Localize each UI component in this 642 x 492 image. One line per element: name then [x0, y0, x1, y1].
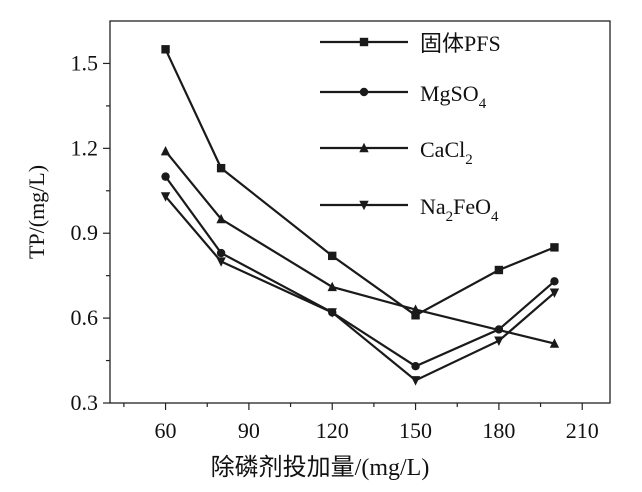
- data-point-marker: [494, 265, 504, 275]
- x-tick-label: 150: [399, 418, 432, 443]
- series-line: [164, 195, 556, 382]
- x-tick-label: 210: [566, 418, 599, 443]
- legend-label-part: MgSO: [420, 81, 479, 106]
- x-tick-label: 180: [482, 418, 515, 443]
- legend-label-part: CaCl: [420, 137, 465, 162]
- data-point-marker: [411, 311, 420, 320]
- legend-marker: [359, 142, 369, 153]
- legend-label-part: FeO: [453, 194, 491, 219]
- x-axis-label: 除磷剂投加量/(mg/L): [211, 454, 430, 481]
- series-line: [164, 175, 556, 368]
- data-point-marker: [328, 251, 337, 261]
- series-line: [164, 48, 555, 317]
- legend-label: 固体PFS: [420, 31, 501, 56]
- legend-label-part: 固体PFS: [420, 31, 501, 56]
- data-point-marker: [410, 304, 421, 314]
- legend-label-part: 2: [446, 209, 454, 225]
- plot-frame: [109, 20, 611, 404]
- legend-label-part: Na: [420, 194, 446, 219]
- legend-label: MgSO4: [420, 81, 487, 112]
- legend-label: Na2FeO4: [420, 194, 499, 225]
- series-2: [160, 145, 560, 348]
- data-point-marker: [410, 376, 421, 386]
- y-axis-label: TP/(mg/L): [24, 165, 49, 259]
- legend-entry: 固体PFS: [320, 31, 501, 56]
- data-point-marker: [550, 277, 559, 286]
- legend-marker: [359, 200, 369, 211]
- legend-marker: [359, 37, 369, 47]
- y-tick-label: 1.2: [71, 135, 99, 160]
- legend-label: CaCl2: [420, 137, 473, 168]
- series-3: [160, 192, 560, 386]
- y-tick-label: 0.3: [71, 390, 99, 415]
- data-point-marker: [549, 338, 560, 348]
- legend-marker: [359, 87, 369, 97]
- data-point-marker: [327, 281, 337, 292]
- data-point-marker: [549, 288, 560, 298]
- legend-label-part: 2: [465, 152, 473, 168]
- legend-label-part: 4: [491, 209, 499, 225]
- legend-label-part: 4: [479, 96, 487, 112]
- y-tick-label: 1.5: [71, 50, 99, 75]
- data-point-marker: [216, 213, 226, 224]
- legend-entry: CaCl2: [320, 137, 473, 168]
- legend-entry: Na2FeO4: [320, 194, 499, 225]
- x-tick-label: 60: [155, 418, 177, 443]
- data-point-marker: [216, 257, 226, 267]
- data-point-marker: [494, 336, 504, 346]
- y-tick-label: 0.6: [71, 305, 99, 330]
- data-point-marker: [216, 248, 226, 258]
- x-tick-label: 90: [238, 418, 260, 443]
- y-tick-label: 0.9: [71, 220, 99, 245]
- series-0: [161, 45, 559, 320]
- legend-entry: MgSO4: [320, 81, 487, 112]
- x-tick-label: 120: [316, 418, 349, 443]
- data-point-marker: [161, 172, 170, 181]
- data-point-marker: [327, 308, 337, 318]
- data-point-marker: [161, 45, 170, 54]
- data-point-marker: [550, 243, 559, 252]
- data-point-marker: [160, 192, 171, 202]
- data-point-marker: [160, 145, 171, 156]
- series-line: [164, 150, 555, 345]
- data-point-marker: [216, 163, 226, 173]
- data-point-marker: [411, 362, 420, 371]
